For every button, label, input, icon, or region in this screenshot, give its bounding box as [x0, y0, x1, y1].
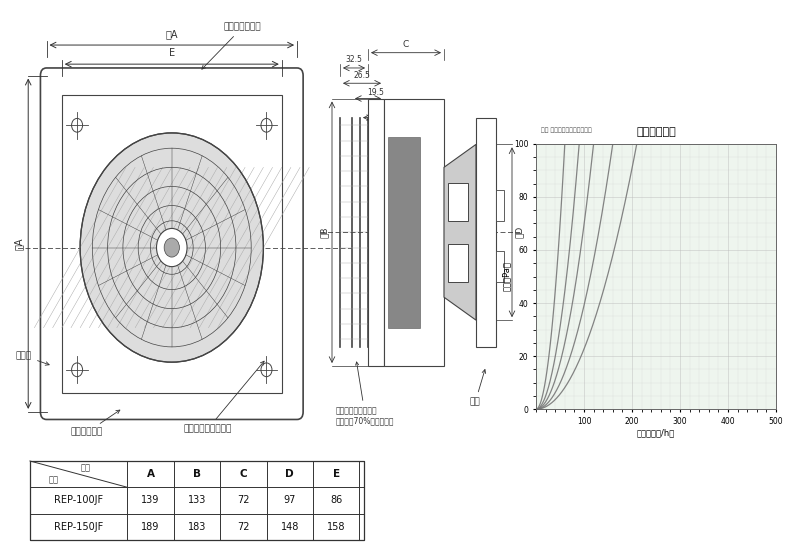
- Text: A: A: [146, 469, 154, 479]
- Text: 小覆 中覆全覆小覆　中覆全覆: 小覆 中覆全覆小覆 中覆全覆: [541, 128, 591, 133]
- Polygon shape: [444, 144, 476, 320]
- Text: 26.5: 26.5: [354, 71, 370, 80]
- Text: 口A: 口A: [14, 237, 24, 250]
- Text: 空気清浄フィルター
捕集効率70%（重量法）: 空気清浄フィルター 捕集効率70%（重量法）: [336, 362, 394, 425]
- Title: 圧力損失曲線: 圧力損失曲線: [636, 127, 676, 138]
- Text: 気密パッキン: 気密パッキン: [71, 410, 120, 437]
- Text: E: E: [333, 469, 340, 479]
- Text: ４－取付穴用ガイド: ４－取付穴用ガイド: [184, 361, 264, 433]
- Text: B: B: [193, 469, 201, 479]
- Y-axis label: 圧損（Pa）: 圧損（Pa）: [502, 262, 511, 291]
- Text: 19.5: 19.5: [367, 88, 385, 97]
- Text: パネル: パネル: [16, 351, 49, 365]
- Bar: [62, 95, 282, 393]
- Bar: [384, 98, 444, 366]
- Text: 72: 72: [237, 495, 250, 505]
- Text: 189: 189: [142, 522, 160, 532]
- Text: 11.5: 11.5: [368, 107, 384, 116]
- Text: フィルター抑え: フィルター抑え: [202, 23, 262, 69]
- Text: 口A: 口A: [166, 29, 178, 39]
- Text: 133: 133: [188, 495, 206, 505]
- FancyBboxPatch shape: [41, 68, 303, 420]
- Bar: [448, 244, 468, 282]
- Bar: [30, 461, 364, 540]
- Text: 158: 158: [327, 522, 346, 532]
- Text: 97: 97: [283, 495, 296, 505]
- Bar: [476, 118, 496, 347]
- Text: REP-150JF: REP-150JF: [54, 522, 103, 532]
- Text: 86: 86: [330, 495, 342, 505]
- Circle shape: [80, 133, 263, 362]
- Text: 32.5: 32.5: [346, 55, 362, 64]
- Text: REP-100JF: REP-100JF: [54, 495, 103, 505]
- Text: 型番: 型番: [48, 476, 58, 484]
- Text: 口D: 口D: [515, 226, 524, 238]
- X-axis label: 風　量（㎥/h）: 風 量（㎥/h）: [637, 429, 675, 437]
- Text: 139: 139: [142, 495, 160, 505]
- Text: C: C: [403, 40, 409, 49]
- Bar: [368, 98, 384, 366]
- Circle shape: [157, 228, 187, 267]
- Circle shape: [164, 238, 179, 257]
- Text: D: D: [286, 469, 294, 479]
- Bar: [496, 252, 504, 282]
- Text: E: E: [169, 49, 175, 59]
- Text: 口B: 口B: [320, 227, 329, 238]
- Text: C: C: [239, 469, 247, 479]
- Bar: [496, 190, 504, 221]
- Bar: [388, 137, 420, 328]
- Text: 寸法: 寸法: [81, 464, 90, 473]
- Bar: [448, 182, 468, 221]
- Text: 183: 183: [188, 522, 206, 532]
- Text: 148: 148: [281, 522, 299, 532]
- Text: 72: 72: [237, 522, 250, 532]
- Text: 本体: 本体: [470, 369, 486, 406]
